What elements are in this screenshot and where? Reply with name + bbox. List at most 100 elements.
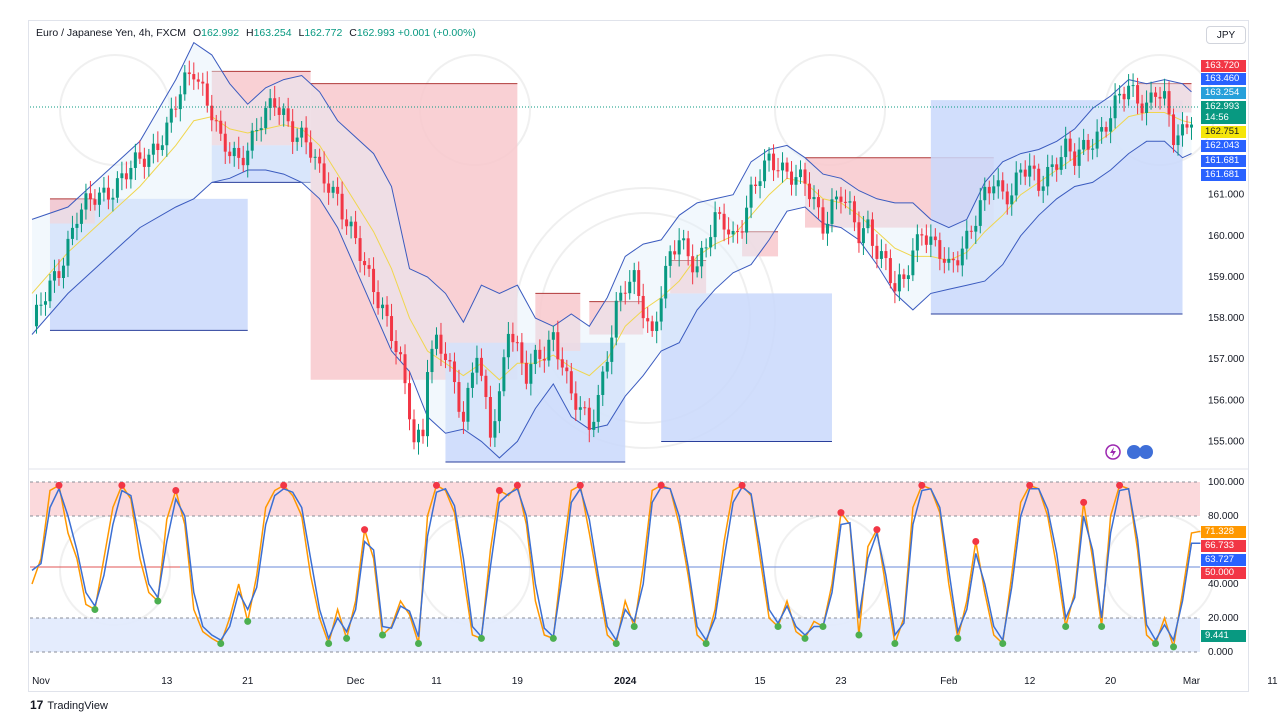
signal-dot-buy bbox=[415, 640, 423, 647]
candle-body bbox=[785, 162, 789, 172]
candle-body bbox=[637, 270, 641, 296]
candle-body bbox=[408, 383, 412, 420]
candle-body bbox=[691, 256, 695, 273]
candle-body bbox=[1136, 85, 1140, 104]
candle-body bbox=[866, 219, 870, 229]
candle-body bbox=[965, 230, 969, 249]
candle-body bbox=[1185, 124, 1189, 128]
candle-body bbox=[574, 393, 578, 410]
signal-dot-buy bbox=[954, 634, 962, 642]
time-tick: 23 bbox=[835, 676, 847, 687]
candle-body bbox=[1064, 138, 1068, 158]
candle-body bbox=[794, 177, 798, 185]
price-axis-labels: 155.000 156.000 157.000 158.000 159.000 160.0… bbox=[1208, 190, 1245, 448]
candle-body bbox=[781, 162, 785, 171]
candle-body bbox=[569, 371, 573, 394]
candle-body bbox=[623, 292, 627, 294]
candle-body bbox=[821, 207, 825, 234]
candle-body bbox=[336, 186, 340, 194]
time-tick: 21 bbox=[242, 676, 254, 687]
candle-body bbox=[466, 387, 470, 422]
candle-body bbox=[1109, 118, 1113, 132]
candle-body bbox=[686, 238, 690, 257]
candle-body bbox=[457, 382, 461, 412]
candle-body bbox=[951, 258, 955, 261]
candle-body bbox=[816, 197, 820, 208]
candle-body bbox=[1176, 135, 1180, 146]
band-lower bbox=[31, 140, 1192, 459]
signal-dot-buy bbox=[477, 634, 485, 642]
candle-body bbox=[879, 251, 883, 259]
currency-button[interactable]: JPY bbox=[1206, 26, 1246, 44]
candle-body bbox=[1086, 139, 1090, 150]
candle-body bbox=[1055, 164, 1059, 170]
candle-body bbox=[66, 238, 70, 266]
globe-icon[interactable] bbox=[1127, 445, 1141, 459]
high-label: H bbox=[246, 27, 254, 39]
time-tick: Feb bbox=[940, 676, 958, 687]
candle-body bbox=[129, 167, 133, 180]
candle-body bbox=[255, 130, 259, 132]
candle-body bbox=[682, 238, 686, 241]
high-value: 163.254 bbox=[253, 27, 292, 39]
lightning-glyph bbox=[1110, 447, 1116, 457]
time-tick: 11 bbox=[1267, 676, 1278, 687]
candle-body bbox=[331, 186, 335, 193]
candle-body bbox=[700, 247, 704, 267]
osc-tag: 63.727 bbox=[1201, 554, 1246, 566]
candle-body bbox=[938, 240, 942, 259]
candle-body bbox=[772, 153, 776, 171]
osc-tag: 66.733 bbox=[1201, 540, 1246, 552]
candle-body bbox=[448, 360, 452, 362]
osc-tag: 71.328 bbox=[1201, 526, 1246, 538]
candle-body bbox=[421, 429, 425, 437]
signal-dot-sell bbox=[361, 526, 369, 534]
candle-body bbox=[839, 196, 843, 202]
candle-body bbox=[677, 240, 681, 255]
zone-bull-3 bbox=[211, 145, 311, 183]
candle-body bbox=[264, 107, 268, 129]
candle-body bbox=[250, 130, 254, 151]
candle-body bbox=[857, 222, 861, 244]
price-tick: 155.000 bbox=[1208, 436, 1245, 447]
candle-body bbox=[1163, 91, 1167, 99]
candle-body bbox=[479, 357, 483, 376]
candle-body bbox=[947, 258, 951, 263]
signal-dot-sell bbox=[972, 538, 980, 545]
open-value: 162.992 bbox=[201, 27, 240, 39]
candle-body bbox=[111, 197, 115, 200]
candle-body bbox=[664, 265, 668, 299]
candle-body bbox=[70, 227, 74, 239]
candle-body bbox=[147, 154, 151, 167]
signal-dot-sell bbox=[118, 481, 126, 489]
symbol-title[interactable]: Euro / Japanese Yen, 4h, FXCM bbox=[36, 27, 187, 39]
signal-dot-sell bbox=[657, 481, 665, 489]
candle-body bbox=[745, 207, 749, 233]
globe-icon-2[interactable] bbox=[1139, 445, 1153, 459]
price-tag: 163.254 bbox=[1201, 87, 1246, 99]
lightning-icon[interactable] bbox=[1105, 444, 1121, 460]
candle-body bbox=[232, 147, 236, 157]
candle-body bbox=[992, 186, 996, 194]
candle-body bbox=[214, 120, 218, 122]
signal-dot-buy bbox=[549, 634, 557, 642]
candle-body bbox=[1082, 139, 1086, 150]
candle-body bbox=[834, 196, 838, 200]
candle-body bbox=[484, 375, 488, 397]
time-tick: 19 bbox=[512, 676, 524, 687]
candle-body bbox=[470, 372, 474, 388]
chart-frame bbox=[28, 20, 1249, 692]
tradingview-brand[interactable]: TradingView bbox=[47, 700, 108, 712]
osc-tag: 50.000 bbox=[1201, 567, 1246, 579]
candle-body bbox=[34, 304, 38, 327]
candle-body bbox=[897, 274, 901, 292]
candle-body bbox=[727, 229, 731, 235]
signal-dot-buy bbox=[999, 640, 1007, 647]
candle-body bbox=[902, 274, 906, 279]
candle-body bbox=[178, 94, 182, 110]
candle-body bbox=[381, 304, 385, 309]
candle-body bbox=[160, 145, 164, 151]
candle-body bbox=[183, 72, 187, 95]
candle-body bbox=[583, 407, 587, 409]
